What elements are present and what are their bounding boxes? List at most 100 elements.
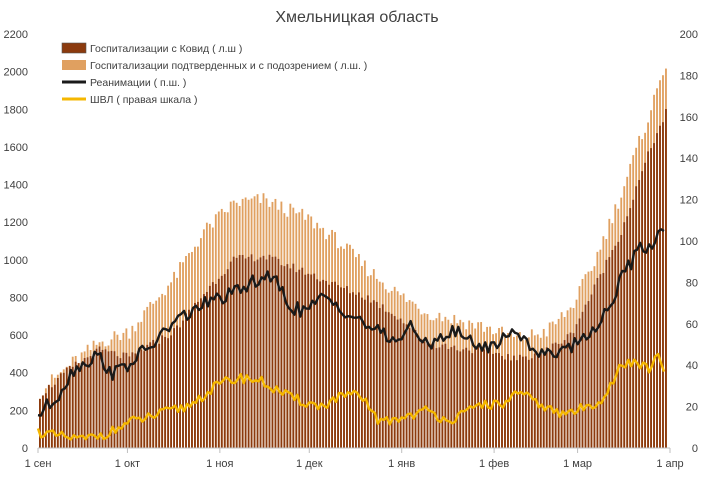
bar-dark [569, 332, 572, 448]
bar-dark [375, 301, 378, 448]
bar-dark [438, 347, 441, 448]
bar-dark [611, 249, 614, 448]
bar-dark [104, 349, 107, 448]
bar-dark [399, 318, 402, 448]
bar-dark [352, 292, 354, 448]
bar-dark [50, 387, 53, 448]
y-right-tick-label: 80 [686, 277, 698, 289]
bar-dark [161, 335, 164, 448]
bar-dark [602, 272, 605, 448]
bar-dark [599, 274, 602, 448]
bar-dark [343, 288, 345, 448]
bar-dark [211, 282, 214, 448]
y-left-tick-label: 2000 [4, 67, 28, 79]
bar-dark [179, 327, 181, 448]
bar-dark [116, 356, 119, 448]
y-right-tick-label: 100 [680, 236, 698, 248]
y-right-tick-label: 120 [680, 195, 698, 207]
bar-dark [137, 350, 140, 448]
bar-dark [298, 269, 301, 448]
bar-dark [578, 318, 581, 448]
bar-dark [477, 346, 480, 448]
bar-dark [259, 257, 262, 448]
bar-dark [155, 343, 158, 448]
bar-dark [89, 356, 92, 448]
legend-label: Реанимации ( п.ш. ) [90, 77, 186, 89]
bar-dark [450, 347, 453, 448]
bar-dark [596, 277, 599, 448]
bars-dark-group [39, 109, 667, 449]
y-right-tick-label: 140 [680, 153, 698, 165]
bar-dark [489, 347, 491, 448]
bar-dark [68, 365, 71, 448]
bar-dark [346, 286, 348, 448]
y-left-tick-label: 400 [10, 368, 28, 380]
bar-dark [214, 283, 217, 448]
bar-dark [331, 282, 333, 448]
bar-dark [268, 254, 271, 448]
bar-dark [256, 259, 259, 448]
x-tick-label: 1 янв [388, 458, 415, 470]
bar-dark [304, 274, 307, 448]
bar-dark [378, 308, 381, 448]
bar-dark [620, 235, 623, 448]
bar-dark [471, 353, 474, 448]
bar-dark [182, 320, 184, 448]
bar-dark [647, 151, 649, 449]
bar-dark [459, 351, 462, 448]
y-right-tick-label: 60 [686, 319, 698, 331]
bar-dark [199, 298, 202, 448]
axes-group: 0200400600800100012001400160018002000220… [4, 29, 698, 470]
bar-dark [349, 293, 351, 448]
bar-dark [271, 256, 274, 448]
y-left-tick-label: 1400 [4, 180, 28, 192]
bar-dark [71, 366, 74, 448]
bar-dark [283, 266, 286, 448]
y-right-tick-label: 20 [686, 402, 698, 414]
bar-dark [334, 281, 336, 448]
bar-dark [593, 284, 596, 448]
y-left-tick-label: 200 [10, 405, 28, 417]
bar-dark [125, 352, 128, 448]
bar-dark [44, 393, 47, 448]
bar-dark [325, 280, 328, 448]
x-tick-label: 1 апр [656, 458, 683, 470]
bar-dark [575, 324, 578, 448]
bar-dark [194, 302, 196, 448]
bar-dark [441, 344, 444, 448]
bar-dark [247, 256, 250, 448]
bar-dark [533, 353, 536, 448]
bar-dark [453, 345, 456, 448]
bar-dark [563, 340, 566, 448]
bar-dark [623, 222, 626, 448]
bar-dark [274, 256, 277, 448]
bar-dark [53, 384, 56, 448]
bar-dark [337, 285, 339, 448]
bar-dark [310, 274, 313, 448]
line-reanimation [37, 228, 665, 417]
bar-dark [229, 261, 232, 448]
bar-dark [632, 199, 635, 448]
bar-dark [217, 278, 220, 448]
bar-dark [143, 351, 146, 448]
y-right-tick-label: 0 [692, 443, 698, 455]
bar-dark [360, 297, 363, 448]
y-left-tick-label: 1200 [4, 217, 28, 229]
bar-dark [557, 343, 560, 448]
bar-dark [65, 367, 68, 448]
bar-dark [98, 346, 101, 448]
bar-dark [432, 343, 435, 448]
bar-dark [572, 333, 575, 448]
bar-dark [340, 287, 342, 448]
y-right-tick-label: 160 [680, 112, 698, 124]
legend-label: ШВЛ ( правая шкала ) [90, 94, 197, 106]
bar-dark [530, 358, 533, 448]
bar-dark [423, 341, 426, 448]
bar-dark [590, 294, 593, 448]
bar-dark [322, 279, 325, 448]
bar-dark [447, 349, 450, 448]
bar-dark [650, 148, 652, 448]
bar-dark [560, 343, 563, 448]
x-tick-label: 1 окт [115, 458, 140, 470]
